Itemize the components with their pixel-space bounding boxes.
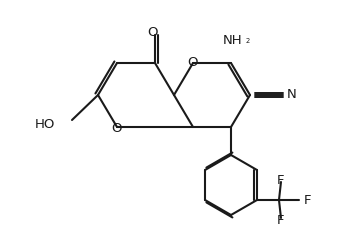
Text: HO: HO [35,118,55,131]
Text: O: O [112,122,122,134]
Text: F: F [304,194,311,207]
Text: O: O [148,25,158,38]
Text: O: O [188,57,198,69]
Text: F: F [277,213,285,226]
Text: $_2$: $_2$ [245,36,251,46]
Text: NH: NH [223,35,243,47]
Text: N: N [287,88,297,101]
Text: F: F [277,174,285,186]
